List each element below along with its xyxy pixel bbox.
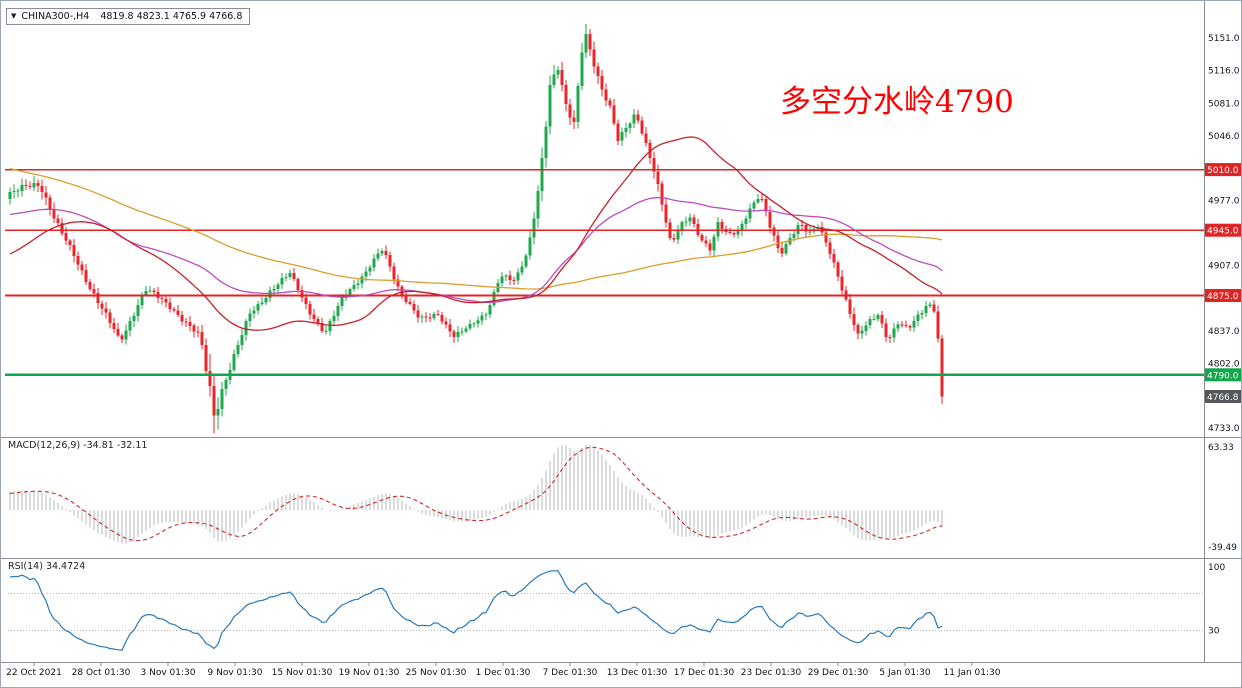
date-label: 19 Nov 01:30 [339, 668, 400, 678]
time-axis[interactable]: 22 Oct 2021 28 Oct 01:30 3 Nov 01:30 9 Nov … [6, 662, 1001, 678]
ohlc-values-label: 4819.8 4823.1 4765.9 4766.8 [100, 11, 243, 22]
annotation-text: 多空分水岭4790 [780, 84, 1014, 120]
date-label: 11 Jan 01:30 [944, 668, 1001, 678]
date-label: 23 Dec 01:30 [741, 668, 802, 678]
price-tick-label: 4802.0 [1208, 360, 1240, 370]
current-price-tag [1204, 390, 1242, 403]
price-tick-label: 4733.0 [1208, 424, 1240, 434]
rsi-label: RSI(14) 34.4724 [8, 561, 86, 572]
price-axis[interactable]: 5010.0 4945.0 4875.0 4790.0 5151.0 5116.0 5081… [1204, 34, 1242, 434]
date-label: 3 Nov 01:30 [141, 668, 196, 678]
hline-price-tag-text: 5010.0 [1207, 166, 1239, 176]
date-label: 28 Oct 01:30 [72, 668, 131, 678]
macd-panel: 63.33 -39.49 [9, 443, 1237, 553]
symbol-timeframe-label: CHINA300-,H4 [21, 11, 90, 22]
price-tick-label: 5081.0 [1208, 99, 1240, 109]
hline-price-tag [1204, 368, 1242, 382]
rsi-axis-30-label: 30 [1208, 626, 1220, 636]
date-label: 13 Dec 01:30 [607, 668, 668, 678]
current-price-tag-text: 4766.8 [1207, 393, 1239, 403]
macd-axis-min-label: -39.49 [1208, 543, 1237, 553]
price-tick-label: 5116.0 [1208, 67, 1240, 77]
price-tick-label: 5046.0 [1208, 132, 1240, 142]
date-label: 1 Dec 01:30 [476, 668, 531, 678]
hline-price-tag [1204, 163, 1242, 177]
price-tick-label: 5151.0 [1208, 34, 1240, 44]
macd-axis-max-label: 63.33 [1208, 443, 1234, 453]
hline-price-tag [1204, 289, 1242, 302]
ohlc-info-box[interactable]: ▼ CHINA300-,H4 4819.8 4823.1 4765.9 4766… [6, 8, 251, 25]
date-label: 29 Dec 01:30 [808, 668, 869, 678]
hline-price-tag-text: 4945.0 [1207, 227, 1239, 237]
horizontal-lines[interactable] [5, 168, 1204, 377]
rsi-axis-top-label: 100 [1208, 563, 1225, 573]
ma-lines [9, 136, 943, 331]
hline-price-tag [1204, 223, 1242, 237]
ma-line-fast-red [9, 136, 943, 331]
date-label: 22 Oct 2021 [6, 668, 62, 678]
price-tick-label: 4907.0 [1208, 262, 1240, 272]
price-tick-label: 4977.0 [1208, 196, 1240, 206]
date-label: 7 Dec 01:30 [543, 668, 598, 678]
ma-line-mid-magenta [9, 196, 943, 304]
macd-signal-line [9, 446, 943, 542]
ma-line-slow-orange [9, 167, 943, 290]
date-label: 9 Nov 01:30 [208, 668, 263, 678]
date-label: 17 Dec 01:30 [674, 668, 735, 678]
expand-arrow-icon[interactable]: ▼ [11, 12, 17, 20]
rsi-panel: 100 30 [8, 563, 1225, 651]
macd-label: MACD(12,26,9) -34.81 -32.11 [8, 440, 148, 451]
hline-price-tag-text: 4875.0 [1207, 292, 1239, 302]
price-tick-label: 4837.0 [1208, 327, 1240, 337]
date-label: 5 Jan 01:30 [879, 668, 931, 678]
date-label: 15 Nov 01:30 [272, 668, 333, 678]
rsi-line [9, 570, 943, 651]
hline-price-tag-text: 4790.0 [1207, 371, 1239, 381]
date-label: 25 Nov 01:30 [406, 668, 467, 678]
